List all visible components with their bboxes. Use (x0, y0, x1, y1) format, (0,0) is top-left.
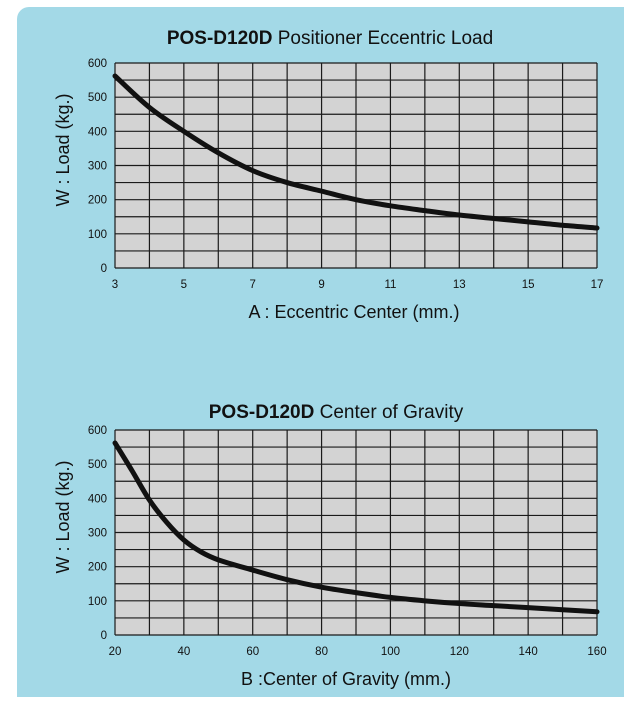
x-tick-label: 7 (250, 279, 256, 291)
x-axis-label: A : Eccentric Center (mm.) (248, 302, 459, 322)
y-tick-label: 300 (88, 161, 107, 173)
y-tick-label: 0 (101, 630, 107, 642)
chart-title-text: Positioner Eccentric Load (278, 28, 493, 49)
y-axis-label: W : Load (kg.) (53, 460, 73, 573)
y-tick-label: 200 (88, 562, 107, 574)
chart-title-text: Center of Gravity (320, 402, 464, 423)
y-tick-label: 400 (88, 126, 107, 138)
x-tick-label: 140 (519, 646, 538, 658)
x-axis-label: B :Center of Gravity (mm.) (241, 669, 451, 689)
x-tick-label: 60 (246, 646, 259, 658)
y-tick-label: 0 (101, 263, 107, 275)
x-tick-label: 80 (315, 646, 328, 658)
x-tick-label: 15 (522, 279, 535, 291)
y-tick-label: 100 (88, 596, 107, 608)
x-tick-label: 17 (591, 279, 604, 291)
x-tick-label: 9 (318, 279, 324, 291)
x-tick-label: 11 (384, 279, 396, 291)
y-tick-label: 600 (88, 425, 107, 437)
x-tick-label: 120 (450, 646, 469, 658)
y-tick-label: 500 (88, 92, 107, 104)
chart-title: POS-D120D Center of Gravity (209, 402, 464, 423)
x-tick-label: 160 (587, 646, 606, 658)
chart-title-model: POS-D120D (167, 28, 273, 49)
chart-title: POS-D120D Positioner Eccentric Load (167, 28, 493, 49)
load-curve (112, 440, 600, 615)
y-tick-label: 400 (88, 493, 107, 505)
chart-title-model: POS-D120D (209, 402, 315, 423)
y-axis-label: W : Load (kg.) (53, 93, 73, 206)
x-tick-label: 20 (109, 646, 122, 658)
y-tick-label: 600 (88, 58, 107, 70)
x-tick-label: 5 (181, 279, 187, 291)
y-tick-label: 300 (88, 528, 107, 540)
load-curve (112, 73, 600, 231)
eccentric-load-chart: POS-D120D Positioner Eccentric Load 3 5 7 9… (53, 28, 604, 322)
y-tick-label: 500 (88, 459, 107, 471)
x-tick-label: 3 (112, 279, 118, 291)
x-tick-label: 40 (177, 646, 190, 658)
y-tick-label: 100 (88, 229, 107, 241)
x-tick-label: 100 (381, 646, 400, 658)
x-tick-label: 13 (453, 279, 466, 291)
y-tick-label: 200 (88, 195, 107, 207)
